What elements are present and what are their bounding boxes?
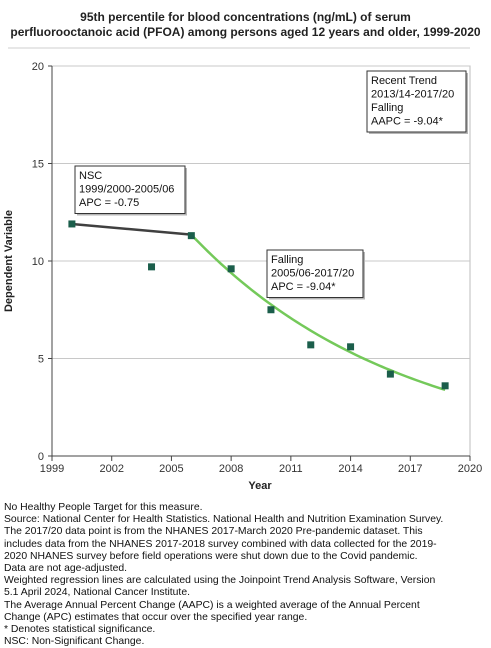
trend-lines bbox=[71, 222, 446, 392]
trend-chart: 0 5 10 15 20 1999 2002 2005 2008 2011 2014 2017 2020… bbox=[3, 47, 482, 492]
data-point bbox=[68, 220, 76, 228]
x-tick-label: 1999 bbox=[40, 463, 64, 475]
annotation-text: APC = -0.75 bbox=[79, 197, 139, 209]
annotation-text: Recent Trend bbox=[371, 75, 437, 87]
x-tick-label: 2014 bbox=[338, 463, 362, 475]
annotation-frame bbox=[266, 249, 364, 298]
data-points bbox=[68, 220, 449, 390]
chart-title-line-1: 95th percentile for blood concentrations… bbox=[80, 10, 411, 24]
data-point bbox=[386, 370, 394, 378]
footnote-line: Change (APC) estimates that occur over t… bbox=[4, 611, 308, 623]
annotation-text: Falling bbox=[371, 102, 403, 114]
footnote-line: The 2017/20 data point is from the NHANE… bbox=[4, 526, 423, 538]
footnote-line: * Denotes statistical significance. bbox=[4, 624, 156, 636]
chart-title: 95th percentile for blood concentrations… bbox=[0, 10, 491, 40]
footnotes: No Healthy People Target for this measur… bbox=[4, 502, 490, 648]
data-point bbox=[307, 341, 315, 349]
footnote-line: No Healthy People Target for this measur… bbox=[4, 502, 203, 513]
x-tick-label: 2020 bbox=[458, 463, 482, 475]
axis-layer: 0 5 10 15 20 1999 2002 2005 2008 2011 2014 2017 2020 bbox=[32, 61, 482, 475]
footnote-line: includes data from the NHANES 2017-2018 … bbox=[4, 538, 437, 550]
y-tick-label: 5 bbox=[38, 354, 44, 366]
annotation-text: 1999/2000-2005/06 bbox=[79, 184, 174, 196]
annotation-text: AAPC = -9.04* bbox=[371, 116, 444, 128]
y-axis-label: Dependent Variable bbox=[3, 210, 15, 312]
data-point bbox=[441, 382, 449, 390]
footnote-line: Source: National Center for Health Stati… bbox=[4, 514, 444, 526]
x-tick-label: 2005 bbox=[159, 463, 183, 475]
x-tick-label: 2017 bbox=[398, 463, 422, 475]
data-point bbox=[347, 343, 355, 351]
data-point bbox=[148, 263, 156, 271]
annotation-text: 2005/06-2017/20 bbox=[271, 268, 354, 280]
chart-title-line-2: perfluorooctanoic acid (PFOA) among pers… bbox=[10, 25, 481, 39]
annotation-text: NSC bbox=[79, 170, 102, 182]
y-tick-label: 15 bbox=[32, 159, 44, 171]
footnote-line: The Average Annual Percent Change (AAPC)… bbox=[4, 599, 420, 611]
annotation-text: 2013/14-2017/20 bbox=[371, 89, 454, 101]
y-tick-label: 20 bbox=[32, 61, 44, 73]
y-tick-label: 0 bbox=[38, 451, 44, 463]
annotation-frame bbox=[74, 165, 186, 214]
x-axis-label: Year bbox=[248, 480, 272, 492]
data-point bbox=[187, 232, 195, 240]
trend-line-falling bbox=[190, 233, 446, 392]
footnote-line: 2020 NHANES survey before field operatio… bbox=[4, 550, 418, 562]
x-tick-label: 2011 bbox=[279, 463, 303, 475]
data-point bbox=[227, 265, 235, 273]
y-tick-label: 10 bbox=[32, 256, 44, 268]
annotation-text: APC = -9.04* bbox=[271, 281, 336, 293]
x-tick-label: 2008 bbox=[219, 463, 243, 475]
footnote-line: Weighted regression lines are calculated… bbox=[4, 575, 436, 587]
footnote-line: Data are not age-adjusted. bbox=[4, 563, 128, 575]
footnote-line: 5.1 April 2024, National Cancer Institut… bbox=[4, 587, 190, 599]
annotation-frame bbox=[366, 70, 467, 133]
data-point bbox=[267, 306, 275, 314]
trend-line-nsc bbox=[71, 222, 192, 236]
annotation-text: Falling bbox=[271, 254, 303, 266]
x-tick-label: 2002 bbox=[99, 463, 123, 475]
footnote-line: NSC: Non-Significant Change. bbox=[4, 636, 145, 648]
